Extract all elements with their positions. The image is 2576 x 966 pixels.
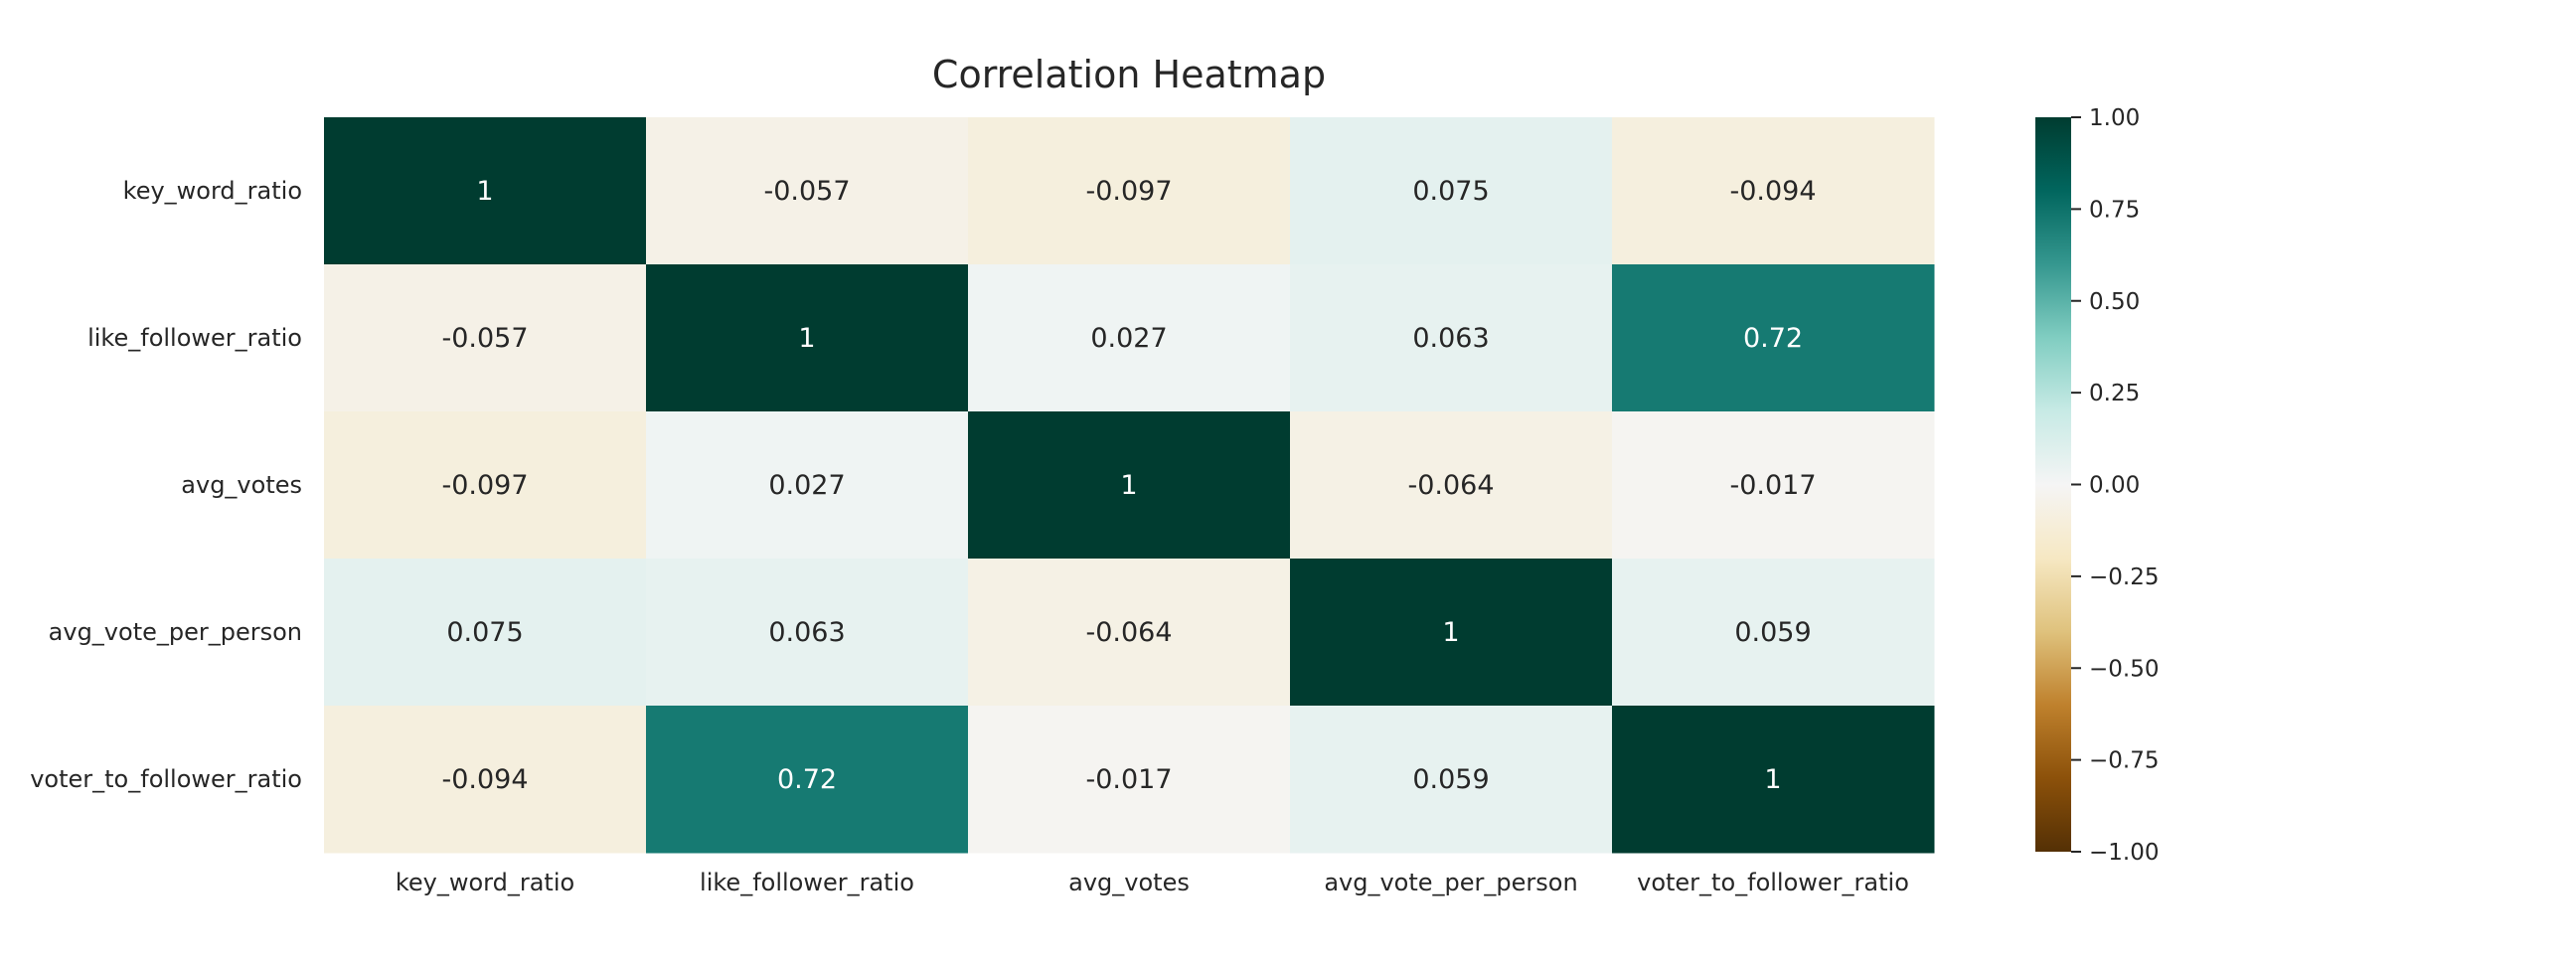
heatmap-cell-value: 0.059 [1734, 617, 1811, 648]
heatmap-cell [968, 706, 1291, 854]
heatmap-cell-value: 0.063 [1412, 323, 1489, 354]
heatmap-cell [1290, 117, 1613, 265]
heatmap-cell-value: -0.017 [1085, 764, 1172, 795]
colorbar-tick-label: −0.75 [2089, 748, 2159, 774]
heatmap-cell-value: -0.094 [441, 764, 528, 795]
x-axis-tick-labels: key_word_ratio like_follower_ratio avg_vot… [396, 869, 1909, 896]
heatmap-cell-value: 0.059 [1412, 764, 1489, 795]
heatmap-cell-value: 0.027 [768, 470, 845, 501]
heatmap-cell-value: 1 [1442, 617, 1459, 648]
colorbar-ticks: 1.00 0.75 0.50 0.25 0.00 −0.25 −0.50 −0.75 −1.00 [2071, 105, 2159, 866]
x-tick-label: like_follower_ratio [700, 869, 914, 896]
heatmap-cell-value: 0.075 [1412, 176, 1489, 207]
heatmap-cell-value: 0.72 [777, 764, 837, 795]
colorbar-tick-label: −1.00 [2089, 840, 2159, 866]
heatmap-cell-value: -0.097 [441, 470, 528, 501]
heatmap-cell-value: 0.063 [768, 617, 845, 648]
heatmap-cell [968, 264, 1291, 412]
y-axis-tick-labels: key_word_ratio like_follower_ratio avg_vot… [30, 177, 302, 793]
x-tick-label: key_word_ratio [396, 869, 574, 896]
heatmap-cell [1290, 411, 1613, 560]
colorbar-tick-label: −0.25 [2089, 564, 2159, 590]
heatmap-cell [646, 264, 969, 412]
colorbar-tick-label: −0.50 [2089, 656, 2159, 682]
heatmap-cell-value: -0.017 [1729, 470, 1816, 501]
heatmap-cell [324, 706, 647, 854]
heatmap-cell-value: -0.057 [763, 176, 850, 207]
heatmap-cell-value: 0.075 [446, 617, 523, 648]
x-tick-label: avg_vote_per_person [1324, 869, 1577, 896]
heatmap-cell-value: 1 [1764, 764, 1781, 795]
heatmap-cell [646, 117, 969, 265]
y-tick-label: avg_votes [181, 471, 302, 499]
heatmap-cell-value: 1 [476, 176, 493, 207]
heatmap-cell-value: -0.094 [1729, 176, 1816, 207]
heatmap-cell [1612, 706, 1935, 854]
heatmap-cell [646, 706, 969, 854]
x-tick-label: voter_to_follower_ratio [1637, 869, 1909, 896]
heatmap-cell [646, 559, 969, 707]
heatmap-cell [1612, 559, 1935, 707]
heatmap-cell [646, 411, 969, 560]
colorbar-tick-label: 0.75 [2089, 197, 2140, 223]
x-tick-label: avg_votes [1068, 869, 1190, 896]
heatmap-cell [324, 559, 647, 707]
heatmap-cell-value: -0.097 [1085, 176, 1172, 207]
heatmap-cell [1290, 706, 1613, 854]
heatmap-cell [1612, 264, 1935, 412]
y-tick-label: voter_to_follower_ratio [30, 765, 302, 793]
heatmap-cell [324, 264, 647, 412]
colorbar: 1.00 0.75 0.50 0.25 0.00 −0.25 −0.50 −0.75 −1.00 [2035, 105, 2159, 866]
heatmap-cell [968, 411, 1291, 560]
heatmap-cell [1290, 264, 1613, 412]
heatmap-cell-value: 0.72 [1743, 323, 1803, 354]
heatmap-cell-value: 1 [1120, 470, 1137, 501]
colorbar-tick-label: 0.50 [2089, 289, 2140, 315]
heatmap-cell [324, 411, 647, 560]
heatmap-cell [1290, 559, 1613, 707]
heatmap-cell [1612, 411, 1935, 560]
colorbar-gradient-bar [2035, 117, 2071, 852]
y-tick-label: like_follower_ratio [87, 324, 302, 352]
y-tick-label: key_word_ratio [123, 177, 302, 205]
colorbar-tick-label: 0.00 [2089, 473, 2140, 499]
heatmap-cell [968, 559, 1291, 707]
heatmap-cell-value: -0.057 [441, 323, 528, 354]
colorbar-tick-label: 1.00 [2089, 105, 2140, 131]
heatmap-cell [1612, 117, 1935, 265]
heatmap-cell-value: -0.064 [1407, 470, 1494, 501]
heatmap-cell [324, 117, 647, 265]
heatmap-cell-value: 0.027 [1090, 323, 1167, 354]
heatmap-cell-value: -0.064 [1085, 617, 1172, 648]
chart-title: Correlation Heatmap [932, 53, 1326, 96]
colorbar-tick-label: 0.25 [2089, 381, 2140, 406]
heatmap-cell-value: 1 [798, 323, 815, 354]
heatmap-cell [968, 117, 1291, 265]
y-tick-label: avg_vote_per_person [49, 618, 302, 646]
heatmap-grid: 1 -0.057 -0.097 0.075 -0.094 -0.057 1 0.027 0.06… [324, 117, 1935, 854]
